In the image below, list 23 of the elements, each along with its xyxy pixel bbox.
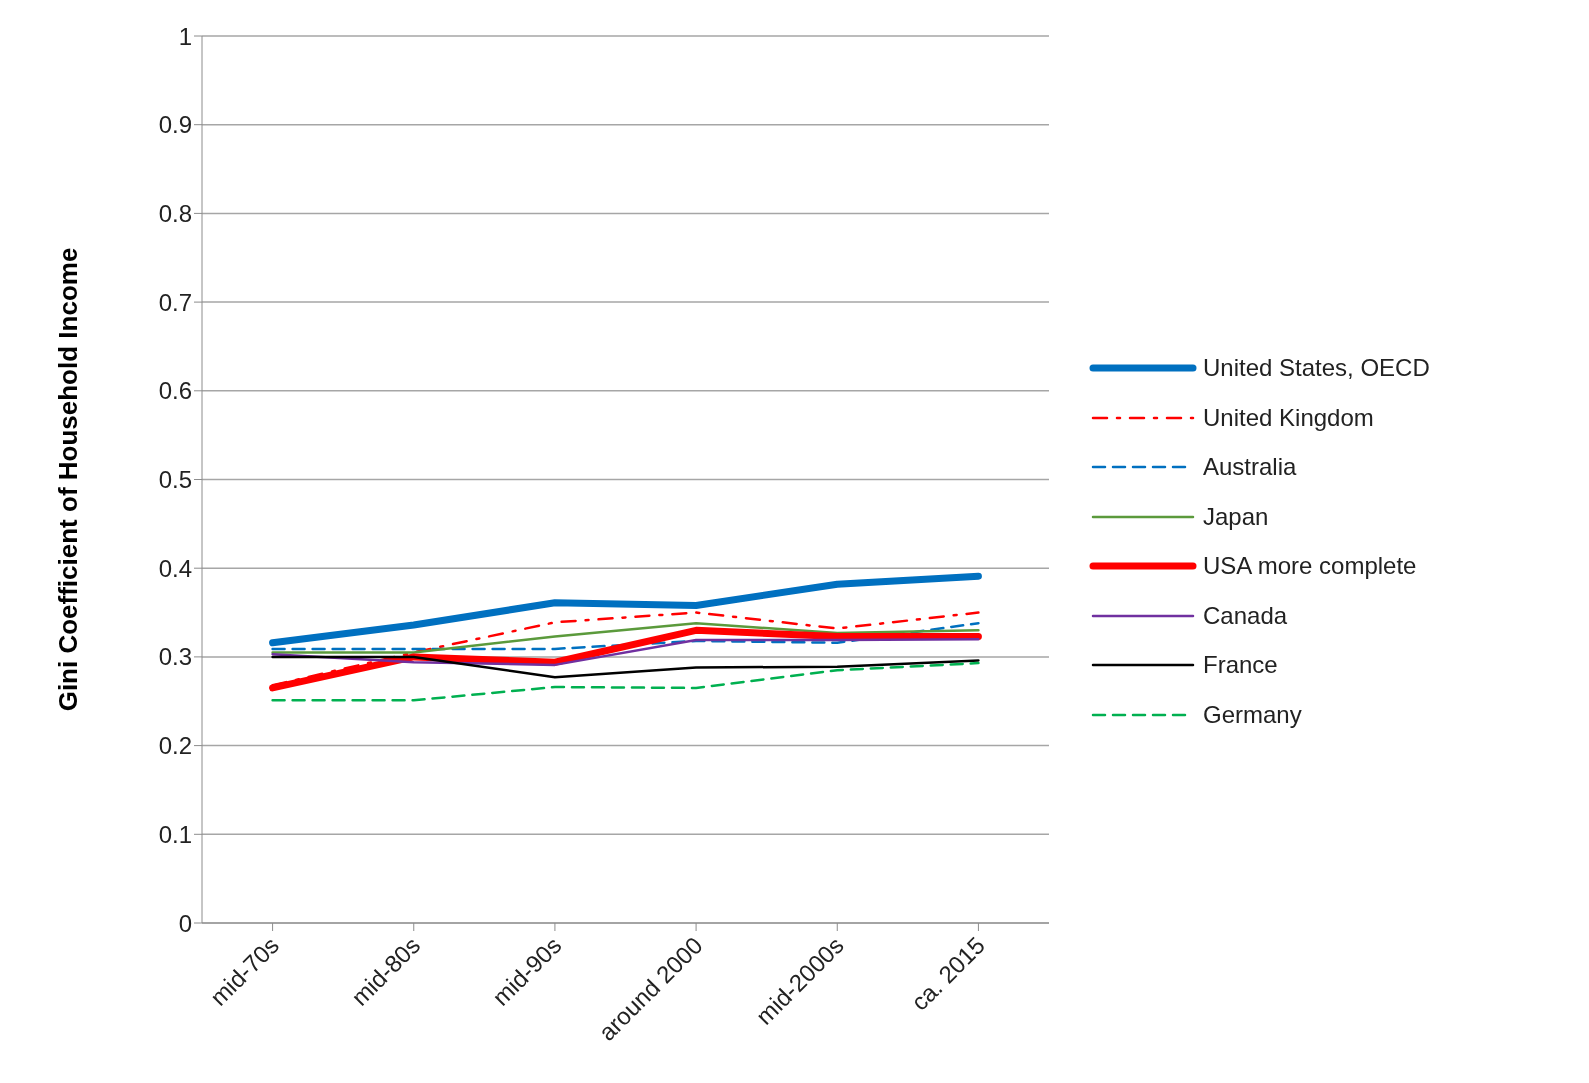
y-tick-label: 0.4 bbox=[158, 554, 192, 582]
y-tick-label: 0 bbox=[178, 909, 192, 937]
legend-label: Germany bbox=[1203, 700, 1302, 729]
line-series bbox=[271, 637, 980, 667]
line-series bbox=[271, 661, 980, 702]
y-tick-label: 0.9 bbox=[158, 111, 192, 139]
line-series bbox=[271, 655, 980, 679]
legend-label: United Kingdom bbox=[1203, 403, 1374, 432]
y-tick-label: 0.3 bbox=[158, 643, 192, 671]
legend-label: United States, OECD bbox=[1203, 354, 1430, 383]
legend-label: Canada bbox=[1203, 601, 1288, 630]
y-tick-label: 0.7 bbox=[158, 288, 192, 316]
legend-label: USA more complete bbox=[1203, 552, 1417, 581]
y-tick-label: 0.1 bbox=[158, 820, 192, 848]
legend-label: Japan bbox=[1203, 502, 1269, 531]
y-tick-label: 0.2 bbox=[158, 732, 192, 760]
y-axis-title: Gini Coefficient of Household Income bbox=[53, 247, 84, 712]
y-tick-label: 1 bbox=[178, 22, 192, 50]
y-tick-label: 0.5 bbox=[158, 466, 192, 494]
y-tick-label: 0.6 bbox=[158, 377, 192, 405]
legend-label: France bbox=[1203, 651, 1278, 680]
legend-label: Australia bbox=[1203, 453, 1297, 482]
y-tick-label: 0.8 bbox=[158, 199, 192, 227]
